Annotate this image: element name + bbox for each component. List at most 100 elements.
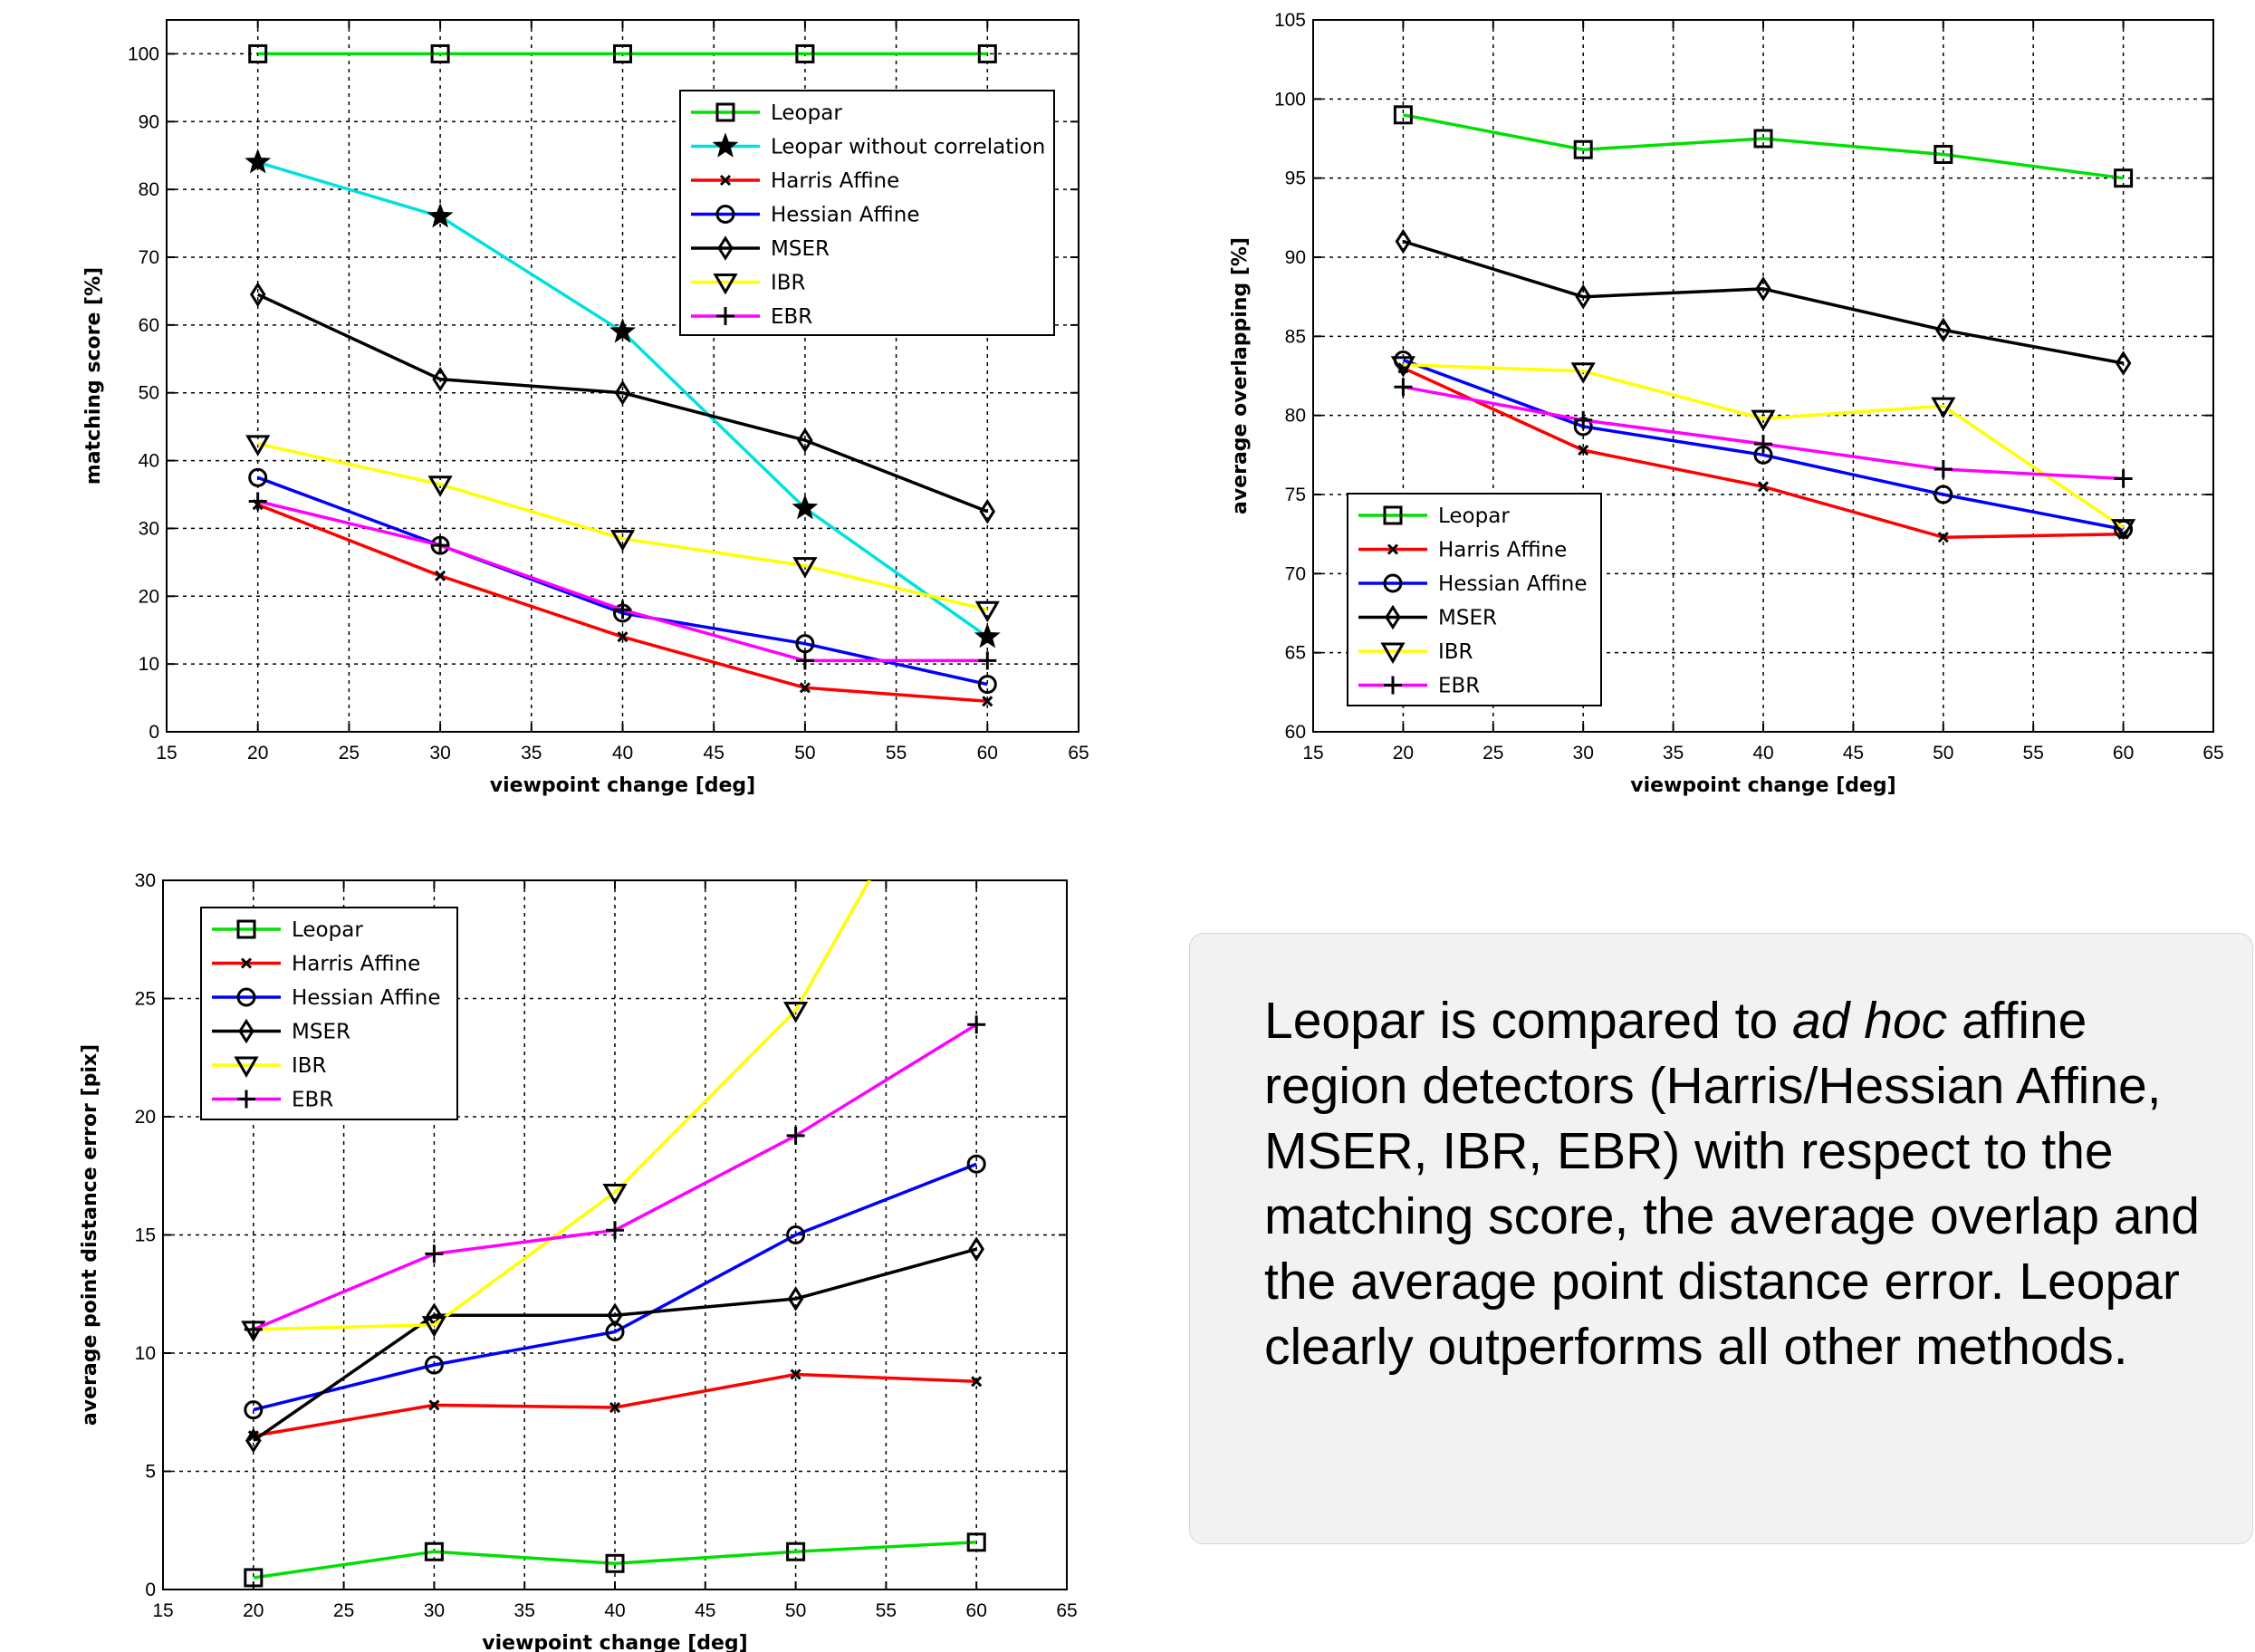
x-axis-label: viewpoint change [deg]	[482, 1632, 747, 1652]
data-point-ebr	[1934, 460, 1953, 479]
data-point-ebr	[2114, 469, 2133, 488]
legend-label: Harris Affine	[771, 169, 899, 193]
legend-label: MSER	[1438, 607, 1497, 630]
y-tick-label: 40	[139, 451, 159, 472]
series-leopar-without-correlation	[245, 149, 1001, 648]
data-point-harris-affine	[971, 1376, 983, 1388]
x-tick-label: 65	[2202, 743, 2223, 764]
y-tick-label: 50	[139, 383, 159, 404]
series-line-ibr	[253, 880, 871, 1331]
data-point-hessian-affine	[966, 1154, 986, 1174]
data-point-leopar	[786, 1542, 806, 1561]
data-point-hessian-affine	[244, 1400, 264, 1420]
series-hessian-affine	[244, 1154, 986, 1420]
tick-marks: 15 20 25 30 35 40 45 50 55 60 65 0 10 20 30 40 50 60 70 80 9…	[128, 20, 1089, 764]
data-point-ebr	[244, 1320, 263, 1339]
legend-item-leopar: Leopar	[1358, 504, 1510, 528]
x-tick-label: 25	[1483, 743, 1503, 764]
data-point-ebr	[431, 536, 450, 555]
legend-label: Leopar	[292, 918, 363, 942]
legend: Leopar Leopar without correlation Harris A…	[679, 90, 1055, 336]
data-point-ebr	[1754, 435, 1772, 454]
x-tick-label: 60	[966, 1600, 987, 1621]
x-tick-label: 35	[514, 1600, 535, 1621]
data-point-harris-affine	[799, 682, 811, 694]
data-point-mser	[968, 1236, 984, 1262]
series-leopar	[248, 43, 997, 63]
legend-item-ebr: EBR	[1358, 675, 1480, 698]
legend-item-hessian-affine: Hessian Affine	[691, 204, 919, 227]
data-point-ebr	[248, 492, 267, 511]
legend-marker-leopar	[236, 919, 256, 939]
legend-item-leopar-without-correlation: Leopar without correlation	[691, 132, 1045, 159]
y-axis-label: average point distance error [pix]	[79, 1044, 101, 1426]
series-line-mser	[252, 1247, 977, 1443]
y-tick-label: 80	[1285, 406, 1306, 427]
data-point-ibr	[782, 1002, 809, 1023]
y-tick-label: 0	[145, 1580, 156, 1600]
data-point-ibr	[602, 1184, 628, 1205]
data-point-ibr	[245, 435, 271, 456]
y-axis-label: matching score [%]	[82, 267, 105, 485]
data-point-leopar-without-correlation	[792, 494, 819, 520]
legend-item-leopar: Leopar	[691, 101, 842, 125]
x-tick-label: 55	[2023, 743, 2044, 764]
x-tick-label: 25	[339, 743, 360, 764]
data-point-harris-affine	[790, 1369, 801, 1380]
legend-label: Harris Affine	[292, 953, 420, 976]
data-point-ibr	[1751, 409, 1776, 432]
data-point-leopar	[430, 43, 450, 63]
legend-label: Hessian Affine	[292, 986, 440, 1010]
legend-item-mser: MSER	[212, 1018, 350, 1044]
data-point-hessian-affine	[424, 1355, 444, 1375]
legend-marker-ibr	[713, 274, 738, 295]
legend-marker-hessian-affine	[236, 987, 256, 1007]
y-tick-label: 70	[139, 247, 159, 268]
data-point-leopar	[244, 1568, 264, 1588]
data-point-hessian-affine	[1934, 485, 1953, 504]
legend-marker-ibr	[1380, 642, 1406, 664]
series-mser	[1395, 228, 2132, 376]
x-tick-label: 40	[1752, 743, 1773, 764]
y-tick-label: 10	[135, 1343, 156, 1364]
caption-emphasis: ad hoc	[1792, 992, 1948, 1050]
x-tick-label: 15	[156, 743, 177, 764]
y-tick-label: 15	[135, 1225, 156, 1246]
data-point-harris-affine	[1757, 481, 1770, 493]
data-point-harris-affine	[1937, 532, 1949, 543]
legend-marker-mser	[1385, 604, 1401, 630]
x-tick-label: 55	[886, 743, 907, 764]
series-leopar	[244, 1532, 986, 1588]
legend-marker-leopar	[715, 102, 735, 122]
caption-part-1: Leopar is compared to	[1264, 992, 1792, 1050]
data-point-ebr	[786, 1126, 805, 1145]
series-line-mser	[256, 293, 988, 514]
x-axis-label: viewpoint change [deg]	[490, 774, 755, 797]
data-point-mser	[1575, 283, 1591, 310]
series-line-ibr	[1403, 363, 2125, 530]
y-tick-label: 65	[1285, 643, 1306, 664]
data-point-hessian-affine	[248, 467, 268, 487]
legend-item-ibr: IBR	[1358, 640, 1473, 664]
legend-label: IBR	[1438, 640, 1473, 664]
legend-label: Leopar	[771, 101, 842, 125]
legend-item-hessian-affine: Hessian Affine	[212, 986, 440, 1010]
series-group	[245, 43, 1001, 707]
legend-marker-leopar	[1383, 505, 1403, 525]
data-point-ibr	[609, 530, 636, 552]
legend-marker-hessian-affine	[715, 205, 735, 224]
data-point-harris-affine	[617, 631, 629, 643]
series-group	[1390, 105, 2136, 543]
y-tick-label: 100	[128, 43, 159, 64]
y-tick-label: 10	[139, 654, 159, 675]
series-leopar	[1393, 105, 2134, 188]
y-tick-label: 25	[135, 989, 156, 1010]
data-point-ibr	[792, 557, 818, 579]
legend-box	[1347, 493, 1602, 706]
legend-label: MSER	[292, 1021, 350, 1044]
legend-item-hessian-affine: Hessian Affine	[1358, 572, 1587, 596]
y-tick-label: 85	[1285, 326, 1306, 347]
x-tick-label: 15	[1302, 743, 1323, 764]
legend-label: EBR	[771, 305, 812, 329]
legend-item-leopar: Leopar	[212, 918, 363, 942]
